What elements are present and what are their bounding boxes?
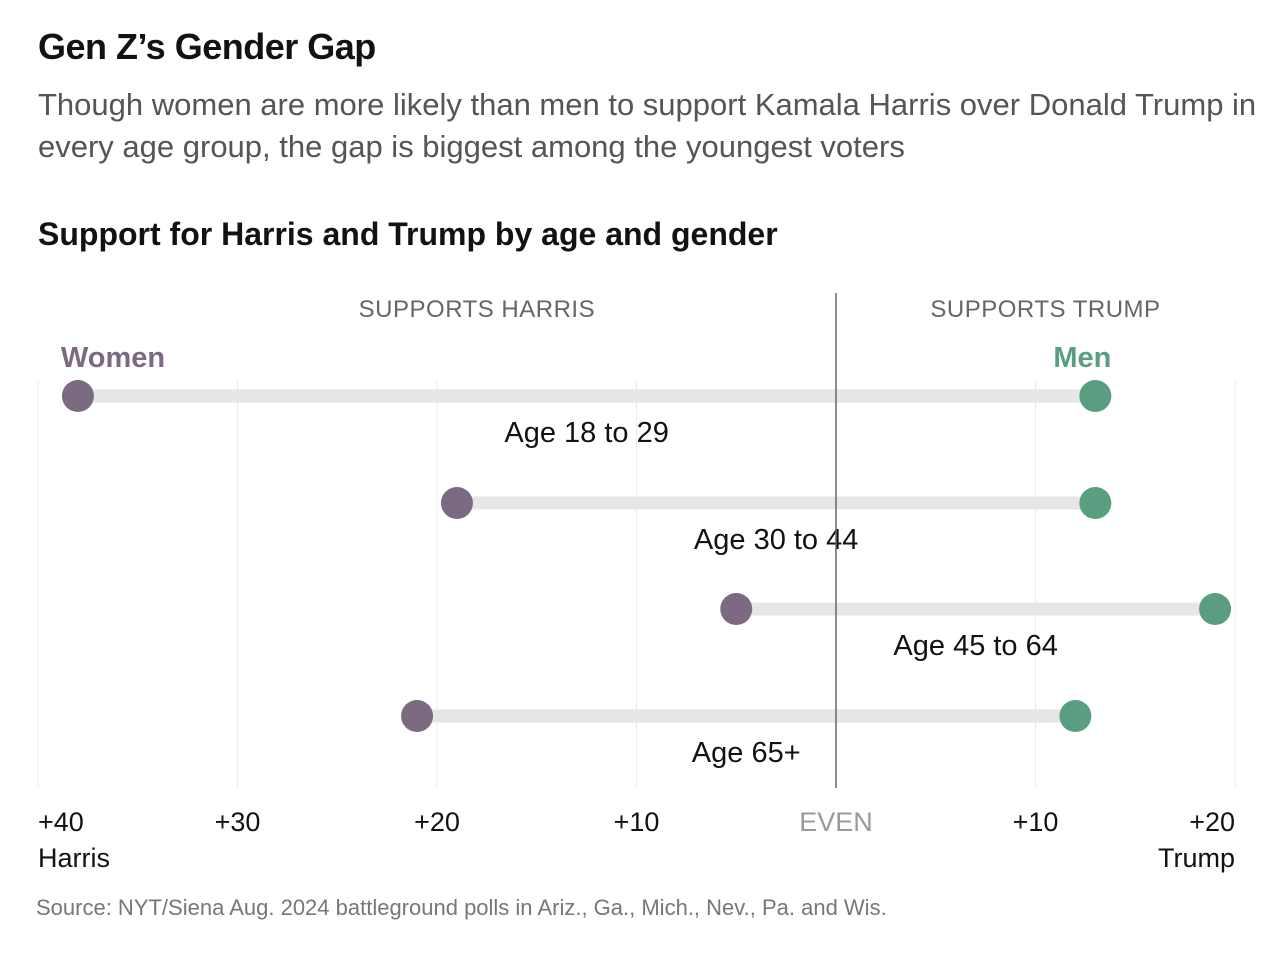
source-note: Source: NYT/Siena Aug. 2024 battleground… bbox=[36, 895, 887, 920]
dot-men bbox=[1059, 700, 1092, 732]
dot-men bbox=[1199, 593, 1232, 625]
tick-label: EVEN bbox=[799, 807, 873, 837]
row-label: Age 45 to 64 bbox=[893, 630, 1057, 662]
tick-label: +10 bbox=[614, 807, 660, 837]
dumbbell-chart: Age 18 to 29 Age 30 to 44 Age 45 to 64 Age … bbox=[37, 293, 1236, 873]
grid-layer bbox=[37, 380, 1236, 788]
tick-label: +40 bbox=[38, 807, 84, 837]
dot-men bbox=[1079, 380, 1112, 412]
label-supports-harris: SUPPORTS HARRIS bbox=[359, 296, 595, 323]
row-label: Age 30 to 44 bbox=[694, 524, 858, 556]
tick-sublabel: Trump bbox=[1158, 843, 1235, 873]
axis-layer: SUPPORTS HARRIS SUPPORTS TRUMP Women Men +40… bbox=[38, 296, 1235, 873]
tick-label: +10 bbox=[1013, 807, 1059, 837]
tick-label: +20 bbox=[1189, 807, 1235, 837]
dot-women bbox=[61, 380, 94, 412]
chart-subtitle: Though women are more likely than men to… bbox=[38, 87, 1257, 164]
legend-men: Men bbox=[1053, 342, 1111, 374]
rows-layer: Age 18 to 29 Age 30 to 44 Age 45 to 64 Age … bbox=[61, 293, 1232, 788]
row-label: Age 18 to 29 bbox=[504, 417, 668, 449]
row-label: Age 65+ bbox=[692, 737, 801, 769]
dot-women bbox=[440, 487, 473, 519]
chart-heading: Support for Harris and Trump by age and … bbox=[38, 216, 778, 252]
chart-title-main: Gen Z’s Gender Gap bbox=[38, 26, 376, 67]
label-supports-trump: SUPPORTS TRUMP bbox=[930, 296, 1160, 323]
legend-women: Women bbox=[61, 342, 165, 374]
dot-women bbox=[720, 593, 753, 625]
tick-label: +20 bbox=[414, 807, 460, 837]
dot-men bbox=[1079, 487, 1112, 519]
dot-women bbox=[401, 700, 434, 732]
tick-label: +30 bbox=[215, 807, 261, 837]
tick-sublabel: Harris bbox=[38, 843, 110, 873]
